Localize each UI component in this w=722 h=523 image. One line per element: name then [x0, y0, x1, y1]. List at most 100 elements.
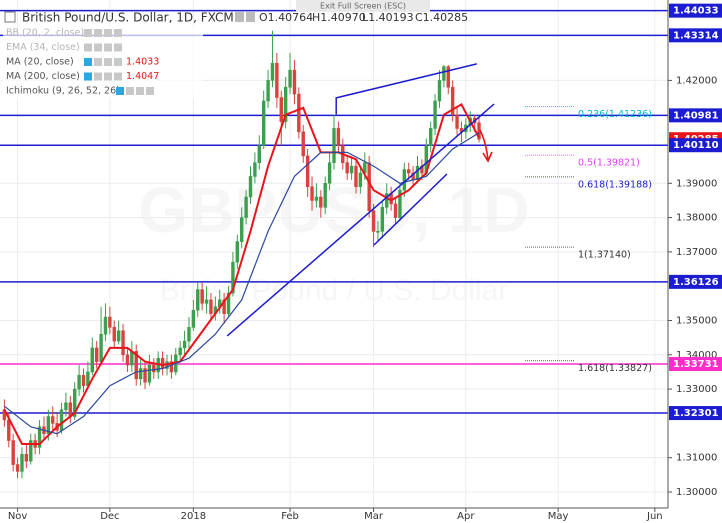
level-box	[669, 138, 722, 153]
level-box	[669, 28, 722, 43]
candle-body	[200, 289, 204, 304]
candle-body	[116, 330, 121, 342]
candle-body	[169, 361, 174, 373]
indicator-icon[interactable]	[104, 58, 112, 66]
candle-body	[68, 402, 73, 417]
indicator-name: EMA (34, close)	[6, 42, 80, 53]
ohlc-open: O1.40764	[259, 11, 313, 24]
indicator-icon[interactable]	[104, 43, 112, 52]
indicator-name: BB (20, 2, close)	[6, 28, 84, 39]
candle-body	[292, 69, 297, 95]
candle-body	[248, 176, 253, 198]
indicator-icon[interactable]	[126, 87, 134, 95]
candle-body	[433, 100, 437, 129]
trendline	[335, 63, 477, 115]
candle-body	[402, 169, 407, 191]
candle-body	[108, 316, 112, 328]
candle-body	[455, 114, 459, 129]
indicator-icon[interactable]	[84, 43, 92, 52]
candle-body	[446, 66, 450, 88]
level-box	[669, 357, 722, 372]
axes: 1.42000 1.39000 1.38000 1.37000 1.35000 1.340…	[8, 3, 722, 522]
candle-body	[226, 292, 231, 314]
y-tick-label: 1.30000	[676, 487, 717, 498]
indicator-icon[interactable]	[94, 58, 102, 66]
level-box	[669, 406, 722, 421]
candle-body	[380, 207, 385, 232]
candle-body	[134, 351, 138, 380]
candle-body	[160, 357, 165, 369]
candle-body	[204, 299, 209, 304]
candle-body	[261, 100, 266, 146]
x-tick-label: Feb	[281, 511, 299, 522]
indicator-icon[interactable]	[116, 87, 124, 95]
candle-body	[130, 351, 134, 366]
candle-body	[112, 327, 116, 342]
indicator-icon[interactable]	[84, 58, 92, 66]
level-box	[669, 108, 722, 123]
candle-body	[442, 66, 446, 81]
ohlc-high: H1.40970	[312, 11, 366, 24]
icon[interactable]	[246, 12, 255, 22]
level-box	[669, 274, 722, 289]
indicator-icon[interactable]	[114, 72, 122, 81]
candle-body	[310, 186, 314, 201]
candle-body	[147, 364, 152, 383]
watermark-symbol: GBPUSD, 1D	[138, 174, 529, 246]
exit-button-bg[interactable]	[296, 0, 430, 12]
grid	[0, 0, 668, 508]
y-tick-label: 1.39000	[676, 178, 717, 189]
y-tick-label: 1.34000	[676, 350, 717, 361]
exit-button[interactable]: Exit Full Screen (ESC)	[320, 2, 406, 11]
indicator-icon[interactable]	[94, 43, 102, 52]
candle-body	[143, 368, 147, 383]
indicator-icon[interactable]	[84, 72, 92, 81]
indicator-icon[interactable]	[114, 43, 122, 52]
indicator-icon[interactable]	[114, 58, 122, 66]
legend: British Pound/U.S. Dollar, 1D, FXCM O1.4…	[3, 11, 468, 98]
level-box	[669, 3, 722, 18]
level-label: 1.43314	[673, 30, 719, 41]
indicator-icon[interactable]	[94, 72, 102, 81]
fib-label: 1(1.37140)	[578, 250, 631, 261]
candle-body	[51, 416, 55, 424]
candle-body	[46, 416, 51, 434]
candle-body	[415, 165, 420, 181]
y-tick-label: 1.35000	[676, 315, 717, 326]
candle-body	[253, 162, 257, 177]
level-label: 1.36126	[673, 277, 719, 288]
candle-body	[283, 86, 288, 122]
candle-body	[279, 97, 283, 122]
candle-body	[327, 162, 332, 184]
x-tick-label: Mar	[364, 511, 384, 522]
candle-body	[398, 189, 402, 218]
indicator-icon[interactable]	[136, 87, 144, 95]
x-tick-label: Jun	[646, 511, 663, 522]
candle-body	[354, 165, 358, 188]
indicator-icon[interactable]	[94, 29, 102, 37]
indicator-icon[interactable]	[114, 29, 122, 37]
indicator-icon[interactable]	[104, 72, 112, 81]
indicator-icon[interactable]	[146, 87, 154, 95]
candle-body	[77, 375, 81, 390]
level-label: 1.40981	[673, 110, 719, 121]
indicator-icon[interactable]	[84, 29, 92, 37]
y-tick-label: 1.38000	[676, 213, 717, 224]
y-tick-label: 1.33000	[676, 384, 717, 395]
candle-body	[437, 80, 442, 102]
candle-body	[240, 217, 244, 242]
ohlc-close: C1.40285	[415, 11, 468, 24]
y-tick-label: 1.37000	[676, 247, 717, 258]
candle-body	[332, 128, 336, 164]
candle-body	[428, 128, 433, 146]
indicator-name: MA (200, close)	[6, 71, 80, 82]
fib-label: 0.618(1.39188)	[578, 179, 652, 190]
chart-title: British Pound/U.S. Dollar, 1D, FXCM	[22, 11, 234, 25]
icon[interactable]	[235, 12, 244, 22]
candle-body	[450, 86, 455, 115]
candle-body	[125, 354, 130, 366]
candle-body	[367, 162, 371, 212]
legend-bg	[3, 26, 203, 40]
icon[interactable]	[4, 11, 16, 23]
indicator-icon[interactable]	[104, 29, 112, 37]
